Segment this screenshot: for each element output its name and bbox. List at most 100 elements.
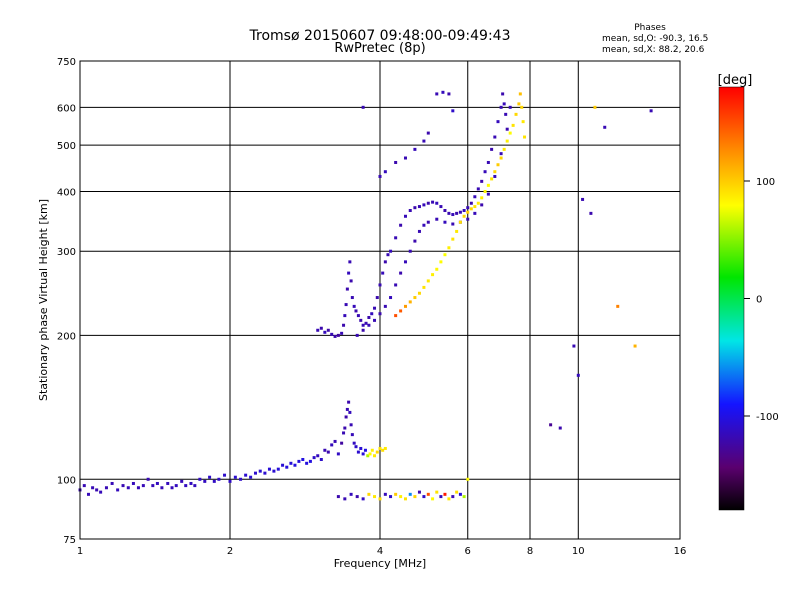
echo-point — [403, 156, 407, 160]
echo-point — [378, 283, 382, 287]
echo-point — [389, 296, 393, 300]
echo-point — [333, 334, 337, 338]
echo-point — [466, 210, 470, 214]
echo-point — [403, 214, 407, 218]
echo-point — [517, 102, 521, 106]
echo-point — [394, 492, 398, 496]
echo-point — [373, 306, 377, 310]
echo-point — [451, 495, 455, 499]
echo-point — [281, 463, 285, 467]
echo-point — [343, 426, 347, 430]
x-tick-label: 8 — [527, 546, 533, 557]
echo-point — [244, 473, 248, 477]
y-tick-label: 600 — [57, 103, 76, 114]
echo-point — [316, 454, 320, 458]
echo-point — [451, 213, 455, 217]
echo-point — [473, 205, 477, 209]
echo-point — [455, 490, 459, 494]
echo-point — [378, 497, 382, 501]
echo-point — [316, 328, 320, 332]
echo-point — [426, 279, 430, 283]
stats-header: Phases — [634, 23, 666, 33]
echo-point — [483, 170, 487, 174]
echo-point — [417, 205, 421, 209]
echo-point — [347, 400, 351, 404]
echo-point — [466, 477, 470, 481]
echo-point — [408, 492, 412, 496]
echo-point — [383, 170, 387, 174]
echo-point — [633, 344, 637, 348]
echo-point — [184, 484, 188, 488]
echo-point — [350, 433, 354, 437]
echo-point — [403, 260, 407, 264]
echo-point — [426, 201, 430, 205]
x-axis-label: Frequency [MHz] — [334, 557, 426, 570]
echo-point — [441, 90, 445, 94]
echo-point — [116, 488, 120, 492]
echo-point — [417, 229, 421, 233]
echo-point — [319, 326, 323, 330]
echo-point — [367, 315, 371, 319]
x-tick-label: 1 — [77, 546, 83, 557]
echo-point — [323, 448, 327, 452]
echo-point — [160, 486, 164, 490]
echo-point — [323, 330, 327, 334]
echo-point — [413, 147, 417, 151]
echo-point — [431, 273, 435, 277]
echo-point — [383, 304, 387, 308]
echo-point — [386, 253, 390, 257]
colorbar-ticks: 100 0 -100 — [744, 177, 779, 423]
echo-point — [361, 105, 365, 109]
echo-point — [403, 304, 407, 308]
echo-point — [394, 160, 398, 164]
x-tick-label: 6 — [465, 546, 471, 557]
echo-point — [126, 486, 130, 490]
echo-point — [490, 147, 494, 151]
echo-point — [521, 120, 525, 124]
echo-point — [417, 291, 421, 295]
echo-point — [499, 156, 503, 160]
echo-point — [649, 109, 653, 113]
echo-point — [447, 497, 451, 501]
y-tick-label: 750 — [57, 57, 76, 68]
echo-point — [312, 456, 316, 460]
y-tick-label: 200 — [57, 331, 76, 342]
echo-point — [394, 314, 398, 318]
echo-point — [308, 459, 312, 463]
echo-point — [486, 183, 490, 187]
echo-point — [367, 323, 371, 327]
echo-point — [576, 373, 580, 377]
x-tick-label: 16 — [674, 546, 687, 557]
echo-point — [378, 174, 382, 178]
echo-point — [473, 211, 477, 215]
echo-point — [473, 195, 477, 199]
echo-point — [155, 481, 159, 485]
echo-point — [469, 207, 473, 211]
echo-point — [301, 457, 305, 461]
echo-point — [435, 217, 439, 221]
echo-point — [399, 309, 403, 313]
echo-point — [505, 139, 509, 143]
echo-point — [381, 271, 385, 275]
echo-point — [493, 174, 497, 178]
echo-point — [368, 452, 372, 456]
echo-point — [511, 123, 515, 127]
echo-point — [383, 260, 387, 264]
echo-point — [496, 120, 500, 124]
echo-point — [352, 441, 356, 445]
echo-point — [343, 497, 347, 501]
echo-point — [180, 479, 184, 483]
echo-point — [455, 211, 459, 215]
echo-point — [355, 333, 359, 337]
echo-point — [458, 210, 462, 214]
y-tick-label: 500 — [57, 141, 76, 152]
echo-point — [343, 314, 347, 318]
echo-point — [305, 461, 309, 465]
echo-point — [399, 495, 403, 499]
echo-point — [435, 267, 439, 271]
echo-point — [435, 201, 439, 205]
echo-point — [82, 484, 86, 488]
echo-point — [131, 481, 135, 485]
echo-point — [413, 495, 417, 499]
echo-point — [249, 475, 253, 479]
